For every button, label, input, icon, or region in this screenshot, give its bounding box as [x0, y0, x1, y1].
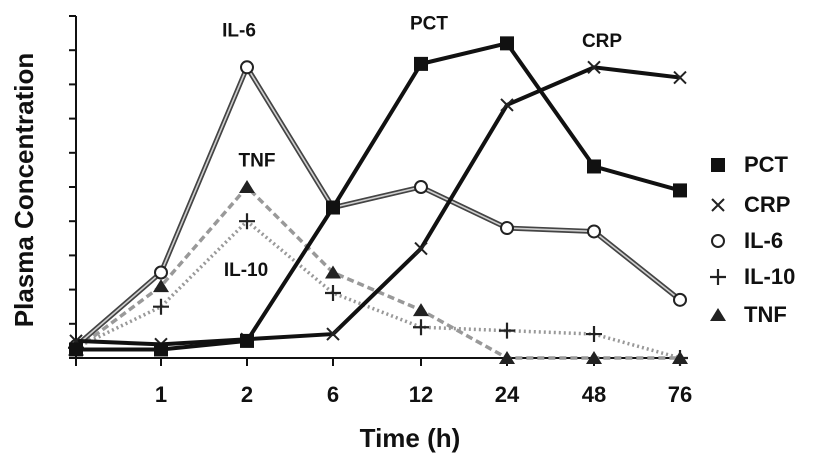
series-il6-line-inner: [75, 66, 681, 347]
tnf-point: [239, 180, 255, 193]
annotation-label: CRP: [582, 31, 622, 52]
annotation-label: TNF: [239, 150, 276, 171]
x-tick-label: 12: [409, 382, 433, 407]
il10-point: [413, 319, 429, 336]
tnf-point: [672, 351, 688, 364]
legend-label-il10: IL-10: [744, 264, 795, 289]
series-tnf-line: [74, 185, 680, 360]
series-il6-line: [74, 64, 682, 348]
il6-point: [587, 224, 601, 239]
pct-point: [240, 333, 254, 348]
series-pct-line: [76, 41, 681, 352]
il6-point: [414, 180, 428, 194]
legend-label-il6: IL-6: [744, 228, 783, 253]
il6-point: [154, 265, 168, 280]
il6-point: [500, 221, 514, 236]
legend-marker-pct: [711, 158, 725, 172]
y-axis-title: Plasma Concentration: [9, 53, 39, 328]
legend-label-crp: CRP: [744, 192, 790, 217]
il10-point: [153, 298, 169, 315]
series-crp-line: [75, 65, 681, 347]
il10-point: [239, 213, 255, 230]
crp-point: [500, 98, 514, 112]
series-il6: [69, 60, 687, 354]
annotation-label: IL-6: [222, 21, 256, 42]
x-tick-label: 2: [241, 382, 253, 407]
crp-point: [326, 327, 340, 341]
legend-item-il6: IL-6: [711, 228, 783, 253]
pct-point: [500, 36, 514, 51]
legend-item-crp: CRP: [711, 192, 790, 217]
legend-item-tnf: TNF: [710, 302, 787, 327]
pct-point: [673, 183, 687, 198]
x-tick-label: 6: [327, 382, 339, 407]
x-tick-label: 76: [668, 382, 692, 407]
legend-marker-crp: [711, 198, 725, 212]
x-tick-label: 24: [495, 382, 520, 407]
legend: PCT CRP IL-6 IL-10 TNF: [710, 152, 795, 327]
pct-point: [414, 56, 428, 71]
il10-point: [586, 326, 602, 343]
il6-point: [673, 292, 687, 307]
pct-point: [587, 159, 601, 174]
crp-point: [587, 60, 601, 75]
tnf-point: [153, 279, 169, 293]
crp-point: [673, 70, 687, 85]
legend-marker-il6: [711, 234, 725, 248]
x-tick-label: 1: [155, 382, 167, 407]
series-pct: [69, 36, 687, 357]
legend-item-il10: IL-10: [710, 264, 795, 289]
tnf-point: [413, 303, 429, 317]
pct-point: [69, 342, 83, 357]
il6-point: [240, 60, 254, 75]
il10-point: [325, 285, 341, 302]
pct-point: [326, 200, 340, 215]
series-layer: [68, 36, 688, 366]
legend-marker-tnf: [710, 308, 726, 321]
legend-label-tnf: TNF: [744, 302, 787, 327]
tnf-point: [586, 351, 602, 364]
legend-marker-il10: [710, 269, 726, 285]
x-tick-label: 48: [582, 382, 606, 407]
tnf-point: [325, 265, 341, 279]
crp-point: [414, 241, 428, 256]
annotation-label: PCT: [410, 14, 448, 35]
il10-point: [499, 322, 515, 339]
annotation-label: IL-10: [224, 260, 268, 281]
series-il10-line: [75, 219, 681, 360]
axes: 1 2 6 12 24 48 76: [69, 15, 692, 407]
legend-label-pct: PCT: [744, 152, 789, 177]
annotations: IL-6 PCT CRP TNF IL-10: [222, 14, 622, 281]
pct-point: [154, 342, 168, 357]
tnf-point: [499, 351, 515, 364]
x-axis-title: Time (h): [360, 423, 461, 453]
legend-item-pct: PCT: [711, 152, 789, 177]
